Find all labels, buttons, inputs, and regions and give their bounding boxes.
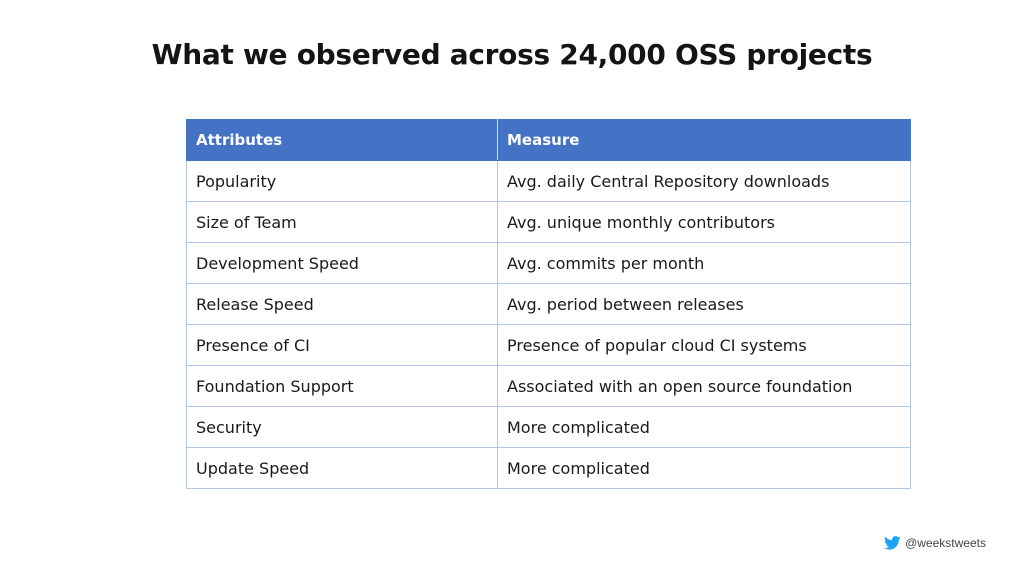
- attribute-cell: Size of Team: [186, 201, 498, 243]
- attribute-cell: Security: [186, 406, 498, 448]
- table-header-row: Attributes Measure: [186, 119, 911, 161]
- twitter-handle-text: @weekstweets: [905, 536, 986, 550]
- attribute-cell: Popularity: [186, 160, 498, 202]
- column-header-measure: Measure: [497, 119, 911, 161]
- table-row: Presence of CI Presence of popular cloud…: [186, 324, 911, 366]
- measure-cell: Associated with an open source foundatio…: [497, 365, 911, 407]
- table-row: Foundation Support Associated with an op…: [186, 365, 911, 407]
- table-row: Security More complicated: [186, 406, 911, 448]
- measure-cell: More complicated: [497, 447, 911, 489]
- attribute-cell: Foundation Support: [186, 365, 498, 407]
- attribute-cell: Presence of CI: [186, 324, 498, 366]
- table-row: Update Speed More complicated: [186, 447, 911, 489]
- twitter-handle: @weekstweets: [884, 536, 986, 550]
- attributes-table: Attributes Measure Popularity Avg. daily…: [186, 119, 911, 489]
- twitter-bird-icon: [884, 536, 901, 550]
- measure-cell: Avg. unique monthly contributors: [497, 201, 911, 243]
- measure-cell: Avg. daily Central Repository downloads: [497, 160, 911, 202]
- measure-cell: Presence of popular cloud CI systems: [497, 324, 911, 366]
- measure-cell: More complicated: [497, 406, 911, 448]
- table-row: Release Speed Avg. period between releas…: [186, 283, 911, 325]
- measure-cell: Avg. period between releases: [497, 283, 911, 325]
- table-row: Size of Team Avg. unique monthly contrib…: [186, 201, 911, 243]
- attribute-cell: Development Speed: [186, 242, 498, 284]
- slide-title: What we observed across 24,000 OSS proje…: [151, 38, 873, 71]
- attribute-cell: Update Speed: [186, 447, 498, 489]
- column-header-attributes: Attributes: [186, 119, 498, 161]
- attribute-cell: Release Speed: [186, 283, 498, 325]
- table-row: Popularity Avg. daily Central Repository…: [186, 160, 911, 202]
- measure-cell: Avg. commits per month: [497, 242, 911, 284]
- table-row: Development Speed Avg. commits per month: [186, 242, 911, 284]
